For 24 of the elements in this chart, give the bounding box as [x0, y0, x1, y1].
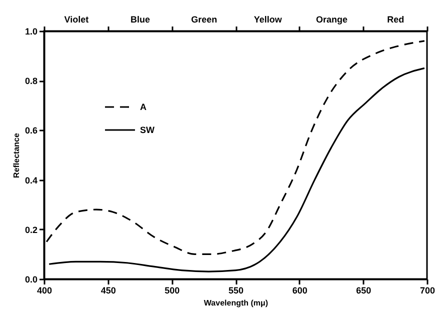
y-tick-label: 0.2 [24, 224, 38, 235]
x-tick-label: 600 [292, 286, 308, 296]
y-tick-label: 0.8 [24, 76, 38, 86]
x-tick-label: 400 [36, 286, 52, 296]
y-tick-label: 0.6 [24, 126, 38, 136]
legend-label: A [140, 102, 147, 112]
x-tick-label: 500 [164, 286, 180, 296]
y-tick-label: 1.0 [24, 26, 38, 36]
text: Orange [316, 14, 348, 24]
text: Violet [64, 14, 89, 24]
y-tick-label: 0.0 [24, 274, 38, 284]
text: Yellow [254, 14, 283, 24]
text: Blue [130, 14, 150, 24]
x-tick-label: 650 [356, 286, 372, 296]
y-tick-label: 0.4 [24, 175, 38, 186]
x-tick-label: 450 [100, 286, 116, 296]
line-series [48, 67, 426, 272]
text: Green [191, 14, 218, 24]
legend-label: SW [140, 125, 156, 135]
x-axis-title: Wavelength (mμ) [204, 298, 268, 308]
x-tick-label: 550 [228, 286, 244, 296]
x-tick-label: 700 [420, 286, 436, 296]
y-axis-title: Reflectance [12, 132, 21, 178]
text: Red [387, 14, 404, 24]
